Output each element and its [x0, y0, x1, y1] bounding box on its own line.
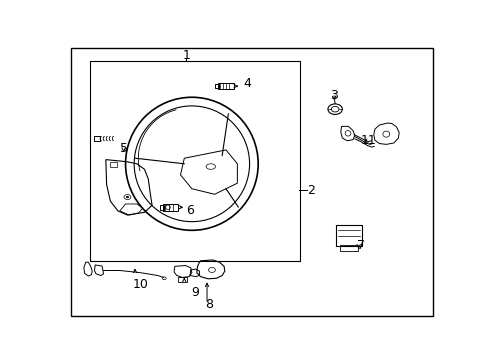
- Text: 8: 8: [204, 298, 212, 311]
- Text: 11: 11: [360, 134, 375, 147]
- Text: 10: 10: [133, 278, 148, 291]
- Text: 9: 9: [191, 286, 199, 299]
- Ellipse shape: [126, 196, 128, 198]
- Text: 2: 2: [306, 184, 315, 197]
- Text: 5: 5: [120, 142, 127, 155]
- Bar: [94, 136, 100, 141]
- Text: 1: 1: [182, 49, 190, 62]
- Text: 3: 3: [329, 89, 337, 102]
- Text: 6: 6: [185, 204, 194, 217]
- Bar: [339, 245, 357, 251]
- Bar: [218, 83, 233, 90]
- Text: 7: 7: [356, 239, 364, 252]
- Text: 4: 4: [243, 77, 250, 90]
- Bar: [109, 162, 117, 167]
- Bar: [215, 84, 219, 89]
- Bar: [89, 61, 299, 261]
- Bar: [163, 204, 178, 211]
- Bar: [160, 205, 164, 210]
- Bar: [178, 278, 187, 282]
